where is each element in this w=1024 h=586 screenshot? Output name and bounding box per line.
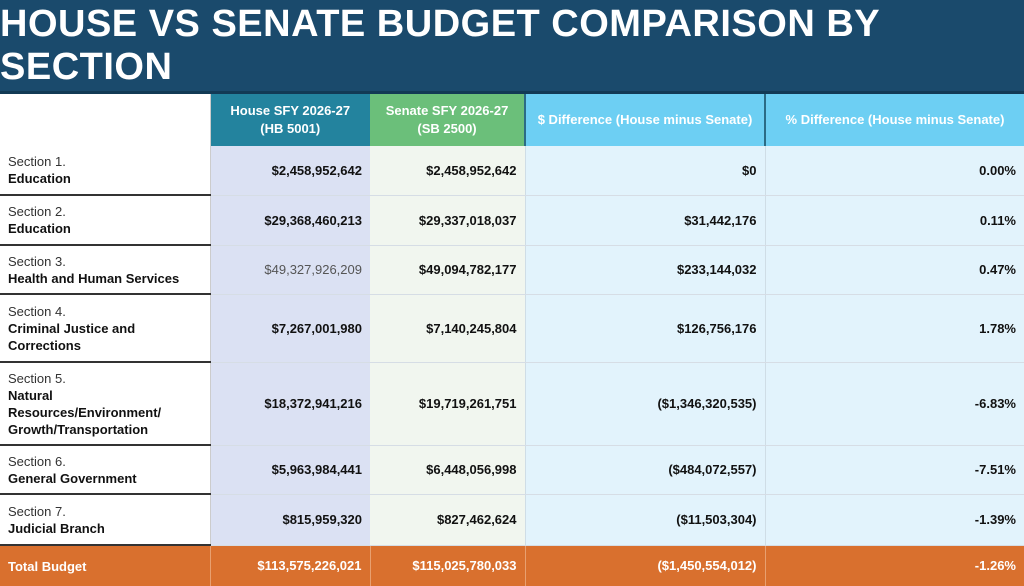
house-value: $29,368,460,213 — [210, 195, 370, 246]
header-diff: $ Difference (House minus Senate) — [524, 94, 765, 146]
table-row: Section 7. Judicial Branch $815,959,320 $… — [0, 494, 1024, 546]
house-value: $7,267,001,980 — [210, 294, 370, 363]
header-pct: % Difference (House minus Senate) — [764, 94, 1024, 146]
table-row: Section 4. Criminal Justice and Correctio… — [0, 294, 1024, 363]
section-name: Judicial Branch — [8, 520, 105, 536]
row-label: Section 5. Natural Resources/Environment/… — [0, 362, 211, 446]
header-house: House SFY 2026-27 (HB 5001) — [210, 94, 370, 146]
diff-value: $0 — [524, 146, 765, 196]
total-house: $113,575,226,021 — [209, 545, 370, 586]
house-value: $18,372,941,216 — [210, 362, 370, 446]
section-name: Education — [8, 221, 71, 236]
house-value: $49,327,926,209 — [210, 245, 370, 295]
pct-value: 0.00% — [764, 146, 1024, 196]
section-name: Criminal Justice and Corrections — [8, 320, 136, 353]
header-senate-line1: Senate SFY 2026-27 — [385, 103, 509, 118]
pct-value: -7.51% — [764, 445, 1024, 495]
senate-value: $2,458,952,642 — [370, 146, 525, 196]
header-senate-line2: (SB 2500) — [417, 121, 477, 136]
house-value: $5,963,984,441 — [210, 445, 370, 495]
senate-value: $7,140,245,804 — [370, 294, 525, 363]
row-label: Section 7. Judicial Branch — [0, 494, 211, 546]
row-label: Section 4. Criminal Justice and Correctio… — [0, 294, 211, 363]
table-row: Section 2. Education $29,368,460,213 $29,… — [0, 195, 1024, 246]
senate-value: $49,094,782,177 — [370, 245, 525, 295]
row-label: Section 1. Education — [0, 146, 211, 196]
table-row: Section 6. General Government $5,963,984,… — [0, 445, 1024, 495]
section-number: Section 3. — [8, 253, 66, 269]
section-name: General Government — [8, 470, 137, 486]
senate-value: $19,719,261,751 — [370, 362, 525, 446]
senate-value: $6,448,056,998 — [370, 445, 525, 495]
total-row: Total Budget $113,575,226,021 $115,025,7… — [0, 545, 1024, 586]
section-number: Section 6. — [8, 453, 66, 469]
pct-value: -1.39% — [764, 494, 1024, 546]
diff-value: ($11,503,304) — [524, 494, 765, 546]
header-senate: Senate SFY 2026-27 (SB 2500) — [370, 94, 525, 146]
section-number: Section 7. — [8, 503, 66, 519]
row-label: Section 2. Education — [0, 195, 211, 246]
senate-value: $29,337,018,037 — [370, 195, 525, 246]
total-pct: -1.26% — [764, 545, 1024, 586]
diff-value: $31,442,176 — [524, 195, 765, 246]
row-label: Section 3. Health and Human Services — [0, 245, 211, 295]
diff-value: ($484,072,557) — [524, 445, 765, 495]
diff-value: $126,756,176 — [524, 294, 765, 363]
pct-value: -6.83% — [764, 362, 1024, 446]
total-label: Total Budget — [0, 545, 210, 586]
section-number: Section 5. — [8, 370, 66, 386]
house-value: $815,959,320 — [210, 494, 370, 546]
section-number: Section 1. — [8, 154, 66, 169]
budget-table: House SFY 2026-27 (HB 5001) Senate SFY 20… — [0, 94, 1024, 586]
row-label: Section 6. General Government — [0, 445, 211, 495]
pct-value: 0.47% — [764, 245, 1024, 295]
header-house-line1: House SFY 2026-27 — [230, 103, 351, 118]
diff-value: $233,144,032 — [524, 245, 765, 295]
page-title: HOUSE VS SENATE BUDGET COMPARISON BY SEC… — [0, 0, 1024, 94]
pct-value: 1.78% — [764, 294, 1024, 363]
header-blank — [0, 94, 211, 146]
section-number: Section 2. — [8, 204, 66, 219]
section-name: Natural Resources/Environment/ Growth/Tr… — [8, 387, 162, 437]
table-row: Section 3. Health and Human Services $49,… — [0, 245, 1024, 295]
header-row: House SFY 2026-27 (HB 5001) Senate SFY 20… — [0, 94, 1024, 146]
table-row: Section 1. Education $2,458,952,642 $2,45… — [0, 146, 1024, 196]
table-row: Section 5. Natural Resources/Environment/… — [0, 362, 1024, 446]
diff-value: ($1,346,320,535) — [524, 362, 765, 446]
house-value: $2,458,952,642 — [210, 146, 370, 196]
pct-value: 0.11% — [764, 195, 1024, 246]
total-senate: $115,025,780,033 — [369, 545, 525, 586]
section-name: Health and Human Services — [8, 270, 180, 286]
senate-value: $827,462,624 — [370, 494, 525, 546]
header-house-line2: (HB 5001) — [260, 121, 321, 136]
section-name: Education — [8, 171, 71, 186]
total-diff: ($1,450,554,012) — [524, 545, 765, 586]
section-number: Section 4. — [8, 303, 66, 319]
